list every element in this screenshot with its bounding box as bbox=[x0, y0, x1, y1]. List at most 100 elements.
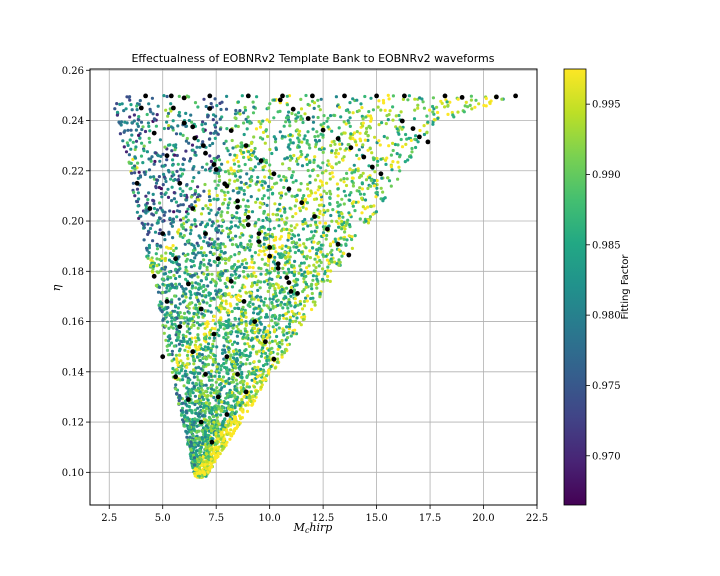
scatter-point bbox=[231, 431, 236, 435]
scatter-point bbox=[205, 356, 209, 360]
scatter-point bbox=[242, 332, 246, 336]
scatter-point bbox=[300, 164, 305, 168]
scatter-point bbox=[175, 360, 179, 365]
scatter-point bbox=[148, 140, 152, 144]
scatter-point bbox=[147, 102, 151, 106]
scatter-point bbox=[220, 210, 224, 214]
scatter-point bbox=[190, 120, 194, 124]
scatter-point bbox=[337, 105, 342, 109]
scatter-point bbox=[177, 94, 181, 98]
scatter-point bbox=[136, 124, 140, 128]
scatter-point bbox=[233, 340, 237, 344]
scatter-point bbox=[298, 243, 302, 247]
scatter-point bbox=[290, 309, 294, 314]
scatter-point bbox=[272, 295, 276, 299]
scatter-point bbox=[174, 200, 178, 204]
scatter-point bbox=[182, 168, 186, 172]
template-point bbox=[134, 180, 140, 186]
scatter-point bbox=[299, 250, 303, 254]
scatter-point bbox=[204, 383, 208, 387]
scatter-point bbox=[154, 186, 158, 190]
scatter-point bbox=[381, 190, 385, 194]
scatter-point bbox=[195, 241, 199, 245]
scatter-point bbox=[363, 207, 367, 211]
scatter-point bbox=[200, 353, 204, 357]
scatter-point bbox=[288, 167, 292, 171]
scatter-point bbox=[206, 470, 210, 474]
scatter-point bbox=[288, 325, 292, 329]
scatter-point bbox=[217, 320, 221, 324]
scatter-point bbox=[312, 197, 317, 201]
scatter-point bbox=[278, 130, 282, 134]
scatter-point bbox=[422, 124, 426, 128]
scatter-point bbox=[267, 306, 271, 310]
scatter-point bbox=[220, 431, 224, 435]
scatter-point bbox=[305, 201, 309, 205]
scatter-point bbox=[336, 210, 341, 214]
scatter-point bbox=[211, 437, 215, 441]
scatter-point bbox=[211, 318, 215, 322]
scatter-point bbox=[306, 168, 310, 173]
scatter-point bbox=[388, 109, 392, 113]
scatter-point bbox=[147, 191, 151, 195]
scatter-point bbox=[256, 365, 260, 369]
scatter-point bbox=[241, 383, 245, 387]
scatter-point bbox=[249, 351, 253, 355]
scatter-point bbox=[320, 183, 324, 187]
scatter-point bbox=[208, 292, 212, 296]
scatter-point bbox=[235, 324, 239, 329]
scatter-point bbox=[265, 268, 269, 272]
scatter-point bbox=[264, 333, 268, 337]
scatter-point bbox=[261, 186, 265, 190]
scatter-point bbox=[233, 412, 237, 416]
scatter-point bbox=[379, 108, 383, 112]
scatter-point bbox=[194, 366, 198, 370]
scatter-point bbox=[155, 243, 159, 247]
scatter-point bbox=[176, 313, 181, 317]
scatter-point bbox=[230, 242, 235, 247]
scatter-point bbox=[318, 179, 323, 183]
scatter-point bbox=[204, 168, 208, 172]
scatter-point bbox=[366, 148, 370, 152]
scatter-point bbox=[249, 390, 253, 394]
scatter-point bbox=[166, 335, 170, 339]
scatter-point bbox=[372, 158, 376, 162]
scatter-point bbox=[297, 248, 301, 253]
scatter-point bbox=[165, 348, 170, 352]
scatter-point bbox=[179, 218, 183, 222]
scatter-point bbox=[238, 391, 242, 395]
scatter-point bbox=[310, 230, 314, 234]
scatter-point bbox=[247, 370, 251, 374]
scatter-point bbox=[182, 289, 186, 293]
scatter-point bbox=[188, 392, 192, 396]
template-point bbox=[164, 299, 170, 304]
scatter-point bbox=[260, 183, 264, 187]
scatter-point bbox=[280, 217, 284, 221]
scatter-point bbox=[373, 135, 377, 139]
scatter-point bbox=[206, 322, 210, 326]
scatter-point bbox=[343, 227, 347, 231]
scatter-point bbox=[202, 263, 206, 267]
scatter-point bbox=[166, 187, 170, 191]
scatter-point bbox=[147, 168, 152, 172]
scatter-point bbox=[196, 139, 200, 143]
scatter-point bbox=[190, 203, 194, 207]
scatter-point bbox=[271, 212, 275, 216]
scatter-point bbox=[207, 354, 211, 358]
scatter-point bbox=[181, 162, 185, 166]
scatter-point bbox=[359, 173, 363, 178]
scatter-point bbox=[273, 255, 277, 259]
scatter-point bbox=[373, 170, 377, 174]
scatter-point bbox=[289, 304, 293, 308]
scatter-point bbox=[203, 463, 207, 467]
scatter-point bbox=[313, 135, 317, 139]
scatter-point bbox=[425, 114, 429, 118]
scatter-point bbox=[195, 295, 199, 300]
scatter-point bbox=[277, 174, 281, 178]
scatter-point bbox=[262, 303, 266, 307]
scatter-point bbox=[236, 297, 240, 301]
scatter-point bbox=[163, 307, 167, 311]
scatter-point bbox=[325, 233, 329, 238]
scatter-point bbox=[301, 219, 305, 224]
scatter-point bbox=[296, 233, 301, 237]
